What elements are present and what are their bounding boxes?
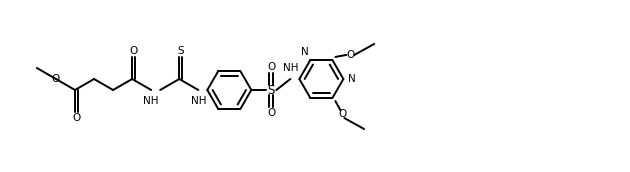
Text: O: O	[52, 74, 60, 84]
Text: NH: NH	[283, 63, 298, 73]
Text: O: O	[72, 113, 81, 123]
Text: NH: NH	[190, 96, 206, 106]
Text: O: O	[338, 109, 346, 119]
Text: O: O	[130, 46, 138, 56]
Text: NH: NH	[144, 96, 159, 106]
Text: S: S	[268, 83, 275, 96]
Text: N: N	[301, 47, 308, 57]
Text: N: N	[348, 74, 356, 84]
Text: O: O	[267, 62, 275, 72]
Text: O: O	[346, 50, 355, 60]
Text: S: S	[178, 46, 184, 56]
Text: O: O	[267, 108, 275, 118]
